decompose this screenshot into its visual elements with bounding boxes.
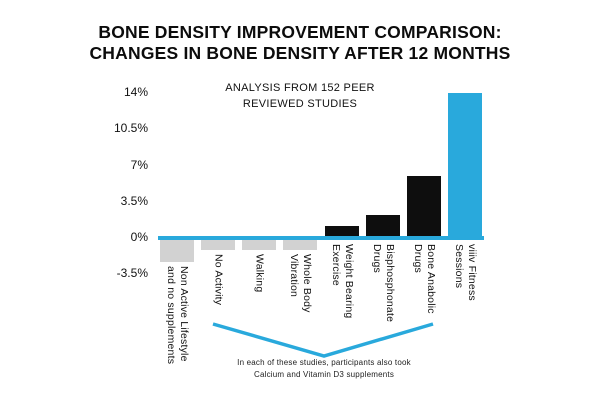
bar-label-1: Non Active Lifestyle and no supplements (164, 266, 190, 364)
supplements-note: In each of these studies, participants a… (174, 357, 474, 381)
bar-label-line: Vibration (288, 254, 300, 298)
bar-3 (242, 240, 276, 251)
y-axis-tick-7%: 7% (130, 157, 148, 172)
chart-title-line1: BONE DENSITY IMPROVEMENT COMPARISON: (98, 22, 502, 42)
bar-7 (407, 175, 441, 238)
y-axis-tick-14%: 14% (123, 85, 148, 99)
bar-label-line: Walking (253, 254, 266, 293)
bar-label-line: Drugs (371, 244, 383, 274)
analysis-note: ANALYSIS FROM 152 PEER REVIEWED STUDIES (150, 81, 450, 112)
bar-label-2: No Activity (212, 254, 225, 305)
bar-label-line: Bone Anabolic (425, 244, 437, 314)
bar-label-line: Drugs (412, 244, 424, 274)
y-axis-tick-0%: 0% (130, 230, 148, 244)
bar-label-line: and no supplements (165, 265, 177, 364)
supplements-note-line2: Calcium and Vitamin D3 supplements (253, 370, 395, 379)
bar-6 (366, 215, 400, 238)
analysis-note-line1: ANALYSIS FROM 152 PEER (225, 82, 375, 94)
bar-label-line: No Activity (212, 254, 225, 306)
bar-1 (160, 240, 194, 262)
chart-title-line2: CHANGES IN BONE DENSITY AFTER 12 MONTHS (89, 42, 511, 63)
bar-label-line: Exercise (330, 244, 342, 286)
y-axis-tick-10.5%: 10.5% (113, 121, 148, 136)
bar-label-3: Walking (253, 254, 266, 292)
bar-8 (448, 93, 482, 238)
bar-label-line: viiiv Fitness (466, 244, 478, 301)
chart-title: BONE DENSITY IMPROVEMENT COMPARISON: CHA… (0, 22, 600, 63)
zero-axis-line (158, 236, 484, 240)
bar-label-line: Whole Body (301, 254, 313, 314)
bar-label-4: Whole Body Vibration (287, 254, 313, 313)
analysis-note-line2: REVIEWED STUDIES (242, 97, 358, 110)
bar-label-5: Weight Bearing Exercise (329, 244, 355, 318)
bar-label-line: Non Active Lifestyle (178, 265, 190, 362)
bar-label-line: Bisphosphonate (384, 244, 396, 323)
supplements-note-line1: In each of these studies, participants a… (237, 358, 411, 367)
bar-label-8: viiiv Fitness Sessions (452, 244, 478, 301)
bar-2 (201, 240, 235, 251)
bar-5 (325, 225, 359, 238)
bar-label-6: Bisphosphonate Drugs (370, 244, 396, 322)
y-axis-tick-3.5%: 3.5% (120, 193, 148, 208)
y-axis-tick--3.5%: -3.5% (116, 266, 148, 281)
bar-label-7: Bone Anabolic Drugs (411, 244, 437, 314)
bar-4 (283, 240, 317, 251)
bar-label-line: Weight Bearing (343, 244, 355, 319)
bar-label-line: Sessions (453, 244, 465, 289)
